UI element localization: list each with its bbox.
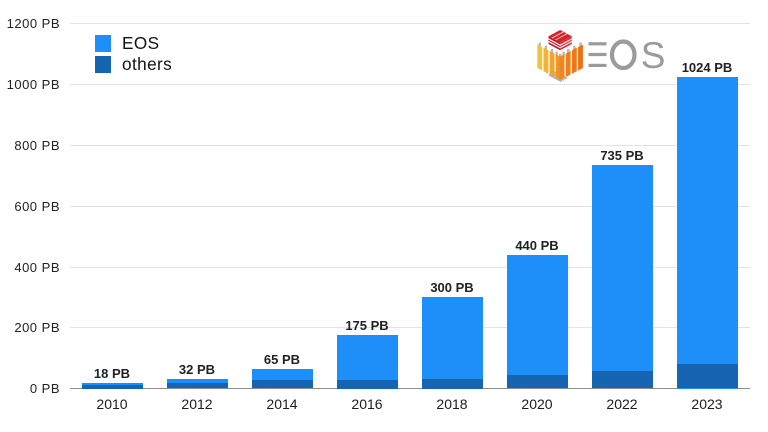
svg-text:S: S [641, 35, 666, 76]
